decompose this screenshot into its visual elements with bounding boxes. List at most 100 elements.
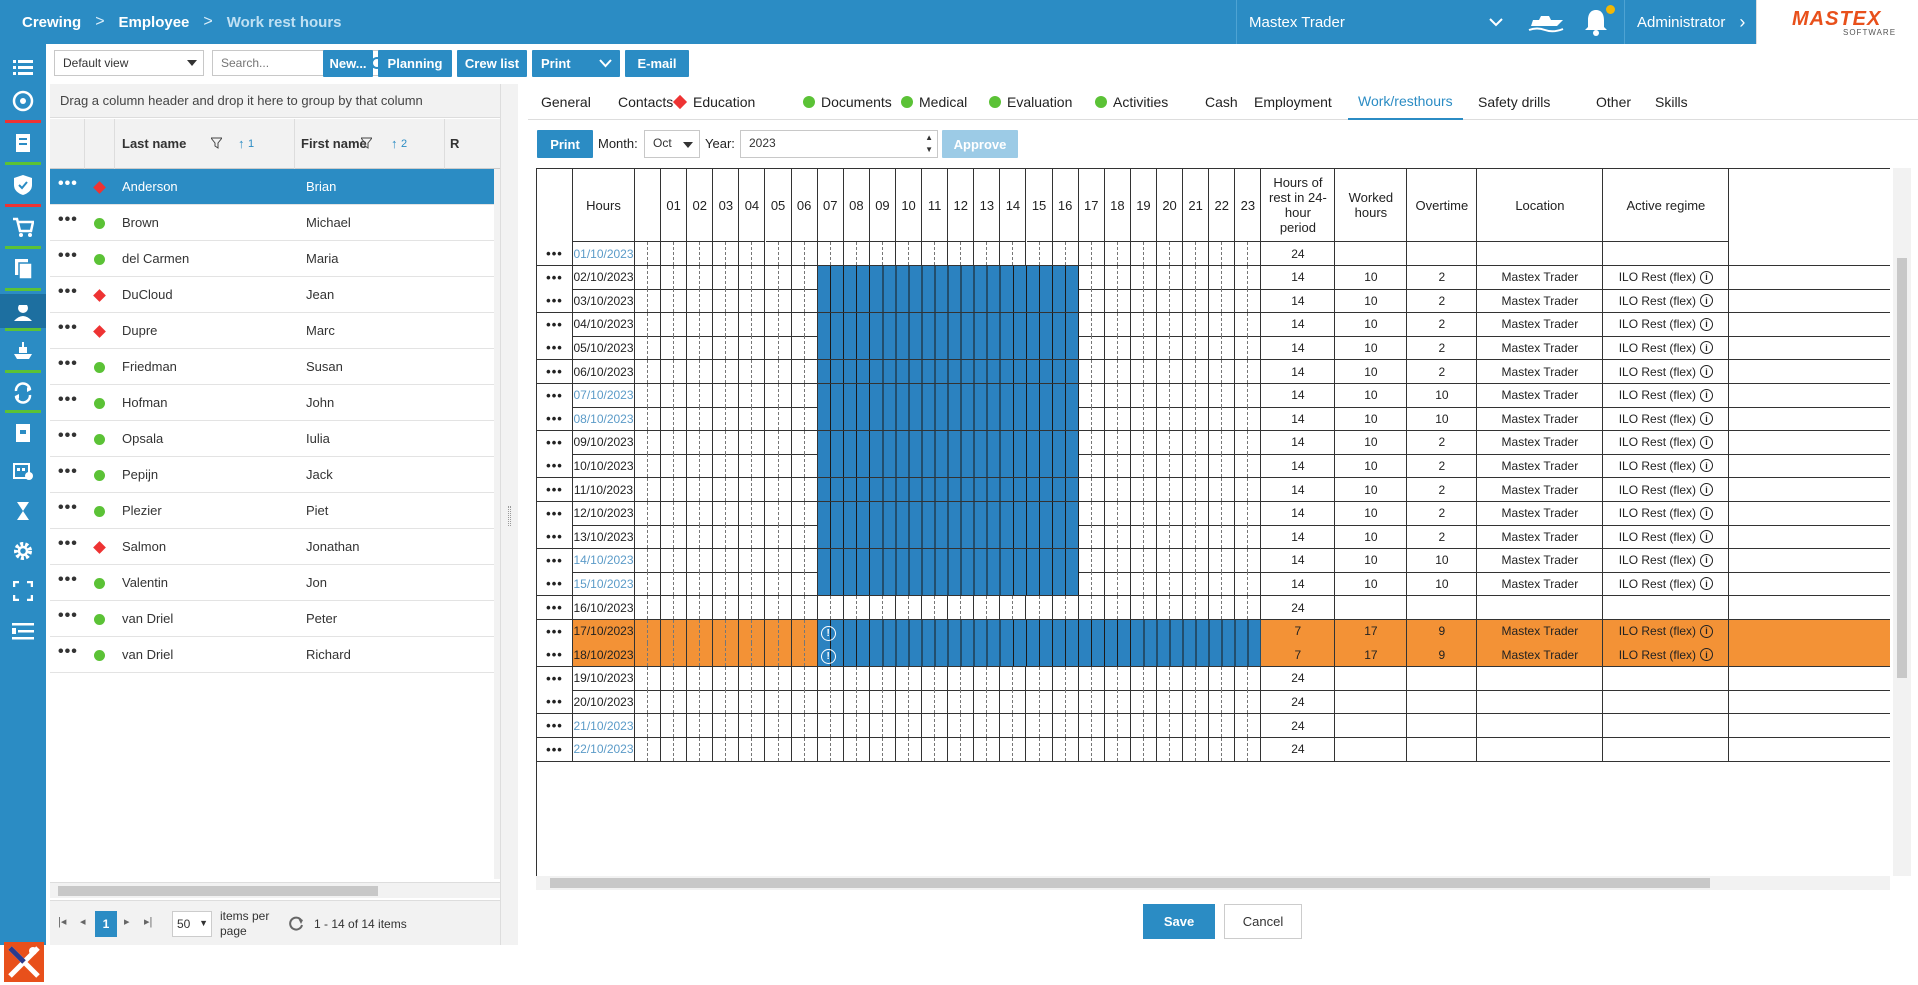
half-hour-cell[interactable] xyxy=(1235,242,1249,265)
half-hour-cell[interactable] xyxy=(1209,265,1223,289)
half-hour-cell[interactable] xyxy=(896,666,910,690)
half-hour-cell[interactable] xyxy=(739,242,753,265)
row-menu-icon[interactable]: ••• xyxy=(537,501,573,525)
half-hour-cell[interactable] xyxy=(726,525,740,549)
half-hour-cell[interactable] xyxy=(635,501,649,525)
work-period-block[interactable] xyxy=(817,525,1079,549)
half-hour-cell[interactable] xyxy=(1105,265,1118,289)
half-hour-cell[interactable] xyxy=(1209,548,1223,572)
half-hour-cell[interactable] xyxy=(687,407,701,431)
badge-icon[interactable] xyxy=(0,416,46,450)
table-row[interactable]: ••• 08/10/2023 14 10 10 Mastex Trader ILO Rest… xyxy=(537,407,1890,432)
tab-activities[interactable]: Activities xyxy=(1085,84,1178,120)
half-hour-cell[interactable] xyxy=(779,454,792,478)
half-hour-cell[interactable] xyxy=(1170,714,1184,737)
half-hour-cell[interactable] xyxy=(1118,714,1131,737)
row-menu-icon[interactable]: ••• xyxy=(537,690,573,714)
row-menu-icon[interactable]: ••• xyxy=(537,525,573,549)
half-hour-cell[interactable] xyxy=(752,360,766,383)
half-hour-cell[interactable] xyxy=(752,596,766,619)
half-hour-cell[interactable] xyxy=(1248,737,1262,761)
work-period-block[interactable] xyxy=(817,407,1079,431)
half-hour-cell[interactable] xyxy=(961,714,975,737)
half-hour-cell[interactable] xyxy=(752,572,766,596)
breadcrumb-crewing[interactable]: Crewing xyxy=(22,13,82,31)
table-row[interactable]: •••AndersonBrianM xyxy=(50,169,500,205)
half-hour-cell[interactable] xyxy=(1183,690,1197,714)
half-hour-cell[interactable] xyxy=(1066,596,1079,619)
half-hour-cell[interactable] xyxy=(831,737,844,761)
half-hour-cell[interactable] xyxy=(635,643,649,667)
half-hour-cell[interactable] xyxy=(713,289,727,313)
half-hour-cell[interactable] xyxy=(1170,407,1184,431)
half-hour-cell[interactable] xyxy=(1118,430,1131,454)
half-hour-cell[interactable] xyxy=(700,548,714,572)
col-last-name[interactable]: Last name ↑ 1 xyxy=(115,119,295,169)
half-hour-cell[interactable] xyxy=(726,737,740,761)
horizontal-scrollbar[interactable] xyxy=(536,876,1890,890)
half-hour-cell[interactable] xyxy=(661,289,675,313)
half-hour-cell[interactable] xyxy=(1144,336,1157,360)
half-hour-cell[interactable] xyxy=(909,596,923,619)
half-hour-cell[interactable] xyxy=(1196,501,1210,525)
half-hour-cell[interactable] xyxy=(792,407,805,431)
half-hour-cell[interactable] xyxy=(661,360,675,383)
table-row[interactable]: •••FriedmanSusanC xyxy=(50,349,500,385)
half-hour-cell[interactable] xyxy=(739,690,753,714)
half-hour-cell[interactable] xyxy=(909,714,923,737)
half-hour-cell[interactable] xyxy=(1196,478,1210,501)
half-hour-cell[interactable] xyxy=(713,619,727,643)
half-hour-cell[interactable] xyxy=(674,383,688,407)
half-hour-cell[interactable] xyxy=(792,714,805,737)
half-hour-cell[interactable] xyxy=(779,619,792,643)
half-hour-cell[interactable] xyxy=(1079,596,1092,619)
half-hour-cell[interactable] xyxy=(1183,454,1197,478)
half-hour-cell[interactable] xyxy=(726,312,740,336)
half-hour-cell[interactable] xyxy=(1118,454,1131,478)
half-hour-cell[interactable] xyxy=(1092,430,1105,454)
half-hour-cell[interactable] xyxy=(1092,572,1105,596)
row-menu-icon[interactable]: ••• xyxy=(537,454,573,478)
row-menu-icon[interactable]: ••• xyxy=(537,265,573,289)
half-hour-cell[interactable] xyxy=(1027,737,1040,761)
half-hour-cell[interactable] xyxy=(1079,572,1092,596)
vessel-icon[interactable] xyxy=(0,334,46,368)
half-hour-cell[interactable] xyxy=(648,407,662,431)
half-hour-cell[interactable] xyxy=(1222,596,1236,619)
work-period-block[interactable] xyxy=(817,360,1079,383)
first-page-icon[interactable]: |◂ xyxy=(58,916,67,928)
half-hour-cell[interactable] xyxy=(792,336,805,360)
work-period-block[interactable] xyxy=(817,478,1079,501)
half-hour-cell[interactable] xyxy=(1170,242,1184,265)
half-hour-cell[interactable] xyxy=(1170,596,1184,619)
half-hour-cell[interactable] xyxy=(661,714,675,737)
half-hour-cell[interactable] xyxy=(1157,383,1171,407)
half-hour-cell[interactable] xyxy=(1079,737,1092,761)
half-hour-cell[interactable] xyxy=(1235,666,1249,690)
half-hour-cell[interactable] xyxy=(739,454,753,478)
half-hour-cell[interactable] xyxy=(1209,312,1223,336)
current-page[interactable]: 1 xyxy=(95,911,117,937)
half-hour-cell[interactable] xyxy=(687,360,701,383)
half-hour-cell[interactable] xyxy=(700,596,714,619)
half-hour-cell[interactable] xyxy=(1131,525,1144,549)
half-hour-cell[interactable] xyxy=(648,383,662,407)
half-hour-cell[interactable] xyxy=(974,690,988,714)
half-hour-cell[interactable] xyxy=(674,572,688,596)
row-menu-icon[interactable]: ••• xyxy=(58,535,78,552)
half-hour-cell[interactable] xyxy=(883,242,896,265)
half-hour-cell[interactable] xyxy=(1235,454,1249,478)
half-hour-cell[interactable] xyxy=(1079,548,1092,572)
half-hour-cell[interactable] xyxy=(739,643,753,667)
half-hour-cell[interactable] xyxy=(1040,596,1053,619)
half-hour-cell[interactable] xyxy=(1131,242,1144,265)
row-menu-icon[interactable]: ••• xyxy=(537,737,573,761)
half-hour-cell[interactable] xyxy=(1183,596,1197,619)
half-hour-cell[interactable] xyxy=(1183,666,1197,690)
half-hour-cell[interactable] xyxy=(1209,714,1223,737)
half-hour-cell[interactable] xyxy=(974,596,988,619)
half-hour-cell[interactable] xyxy=(687,289,701,313)
half-hour-cell[interactable] xyxy=(661,478,675,501)
half-hour-cell[interactable] xyxy=(739,619,753,643)
half-hour-cell[interactable] xyxy=(1196,454,1210,478)
